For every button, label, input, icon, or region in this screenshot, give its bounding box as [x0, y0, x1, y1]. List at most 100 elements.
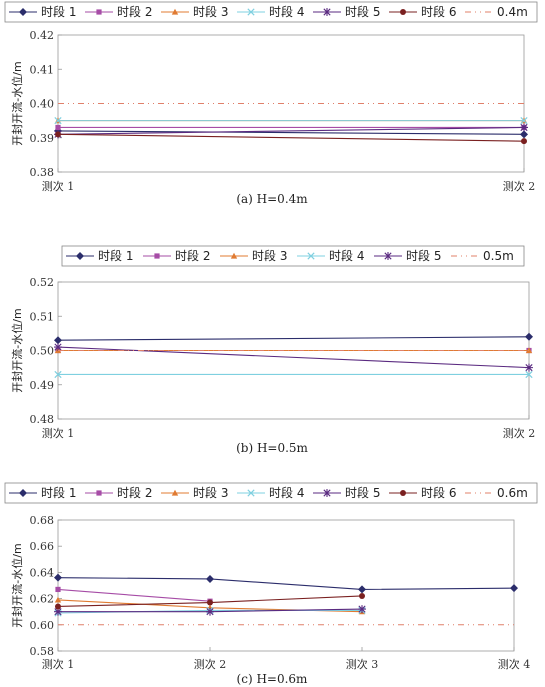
- legend-label: 时段 5: [406, 248, 441, 263]
- legend-item: 时段 3: [161, 485, 228, 500]
- legend-marker: [19, 489, 27, 497]
- y-tick-label: 0.51: [30, 310, 55, 323]
- legend-marker: [76, 252, 84, 260]
- plot-frame: [57, 519, 515, 652]
- y-tick-label: 0.42: [30, 29, 55, 42]
- legend-item: 时段 5: [374, 248, 441, 263]
- series-line: [57, 336, 530, 341]
- legend-marker: [154, 253, 160, 259]
- legend-item: 时段 1: [9, 4, 76, 19]
- legend-marker: [323, 489, 331, 497]
- legend-label: 时段 2: [117, 4, 152, 19]
- plot-frame: [57, 34, 525, 173]
- legend-item: 时段 6: [389, 4, 456, 19]
- legend-label: 时段 1: [41, 4, 76, 19]
- data-point: [525, 363, 533, 372]
- x-tick-label: 测次 2: [194, 657, 227, 671]
- y-tick-label: 0.52: [30, 276, 55, 289]
- legend-item: 0.6m: [465, 486, 528, 500]
- x-tick-label: 测次 4: [498, 657, 531, 671]
- legend-item: 0.4m: [465, 5, 528, 19]
- data-point: [54, 370, 62, 379]
- series-6: [55, 592, 365, 610]
- y-tick-label: 0.66: [30, 540, 55, 553]
- legend-item: 时段 4: [297, 248, 364, 263]
- y-tick-label: 0.68: [30, 514, 55, 527]
- y-tick-label: 0.38: [30, 166, 55, 179]
- data-point: [520, 123, 528, 132]
- legend-item: 时段 3: [220, 248, 287, 263]
- data-point: [55, 603, 61, 610]
- data-point: [520, 117, 528, 125]
- legend-label: 时段 3: [252, 248, 287, 263]
- series-4: [54, 370, 533, 379]
- y-tick-label: 0.40: [30, 98, 55, 111]
- legend-item: 时段 4: [237, 4, 304, 19]
- legend-frame: [61, 245, 525, 267]
- chart-2: 0.48 0.49 0.50 0.51 0.52 测次 1 测次 2 开封开流-水位/m 时段 …: [10, 245, 536, 455]
- y-tick-label: 0.58: [30, 645, 55, 658]
- data-point: [358, 605, 366, 614]
- y-tick-label: 0.64: [30, 566, 55, 579]
- legend: 时段 1 时段 2 时段 3 时段 4 时段 5 0.5m: [61, 245, 525, 267]
- legend-item: 0.5m: [451, 249, 514, 263]
- legend-label: 时段 3: [193, 485, 228, 500]
- x-tick-label: 测次 2: [503, 426, 536, 440]
- data-point: [359, 592, 365, 599]
- legend-label: 时段 1: [98, 248, 133, 263]
- legend-label: 时段 6: [421, 4, 456, 19]
- legend-item: 时段 4: [237, 485, 304, 500]
- legend-marker: [247, 489, 255, 497]
- legend-marker: [384, 252, 392, 260]
- chart-3: 0.58 0.60 0.62 0.64 0.66 0.68 测次 1 测次 2 测次 3 测次 4…: [4, 482, 538, 686]
- legend-item: 时段 2: [85, 4, 152, 19]
- legend-item: 时段 1: [9, 485, 76, 500]
- chart-caption: (a) H=0.4m: [236, 192, 308, 206]
- legend-label: 0.5m: [483, 249, 514, 263]
- data-point: [510, 584, 518, 593]
- series-5: [54, 343, 533, 372]
- series-line: [57, 577, 515, 590]
- series-1: [54, 332, 533, 345]
- legend-label: 时段 5: [345, 4, 380, 19]
- series-line: [57, 346, 530, 369]
- series-4: [54, 117, 528, 125]
- x-tick-label: 测次 1: [42, 179, 75, 193]
- data-point: [521, 138, 527, 145]
- data-point: [206, 574, 214, 583]
- x-tick-label: 测次 3: [346, 657, 379, 671]
- data-point: [55, 586, 61, 593]
- legend-item: 时段 5: [313, 4, 380, 19]
- y-axis-label: 开封开流-水位/m: [10, 61, 24, 145]
- legend-label: 时段 2: [175, 248, 210, 263]
- chart-1: 0.38 0.39 0.40 0.41 0.42 测次 1 测次 2 开封开流-水位/m 时段 …: [4, 1, 538, 206]
- series-line: [57, 133, 525, 142]
- data-point: [54, 117, 62, 125]
- data-point: [54, 607, 62, 616]
- y-axis-label: 开封开流-水位/m: [10, 543, 24, 627]
- y-axis-label: 开封开流-水位/m: [10, 308, 24, 392]
- data-point: [54, 336, 62, 345]
- series-5: [54, 605, 366, 616]
- data-point: [206, 607, 214, 616]
- data-point: [54, 343, 62, 352]
- series-6: [55, 131, 527, 145]
- chart-caption: (c) H=0.6m: [237, 672, 309, 686]
- data-point: [54, 596, 62, 603]
- legend-marker: [230, 252, 238, 259]
- legend-marker: [307, 252, 315, 260]
- legend-frame: [4, 482, 538, 504]
- series-line: [57, 588, 211, 602]
- series-line: [57, 126, 525, 135]
- legend-label: 时段 4: [269, 485, 304, 500]
- legend-label: 时段 4: [329, 248, 364, 263]
- y-tick-label: 0.60: [30, 619, 55, 632]
- legend-item: 时段 1: [66, 248, 133, 263]
- legend-item: 时段 5: [313, 485, 380, 500]
- y-tick-label: 0.62: [30, 593, 55, 606]
- legend-marker: [171, 8, 179, 15]
- y-tick-label: 0.48: [30, 413, 55, 426]
- data-point: [55, 124, 61, 131]
- chart-caption: (b) H=0.5m: [236, 441, 308, 455]
